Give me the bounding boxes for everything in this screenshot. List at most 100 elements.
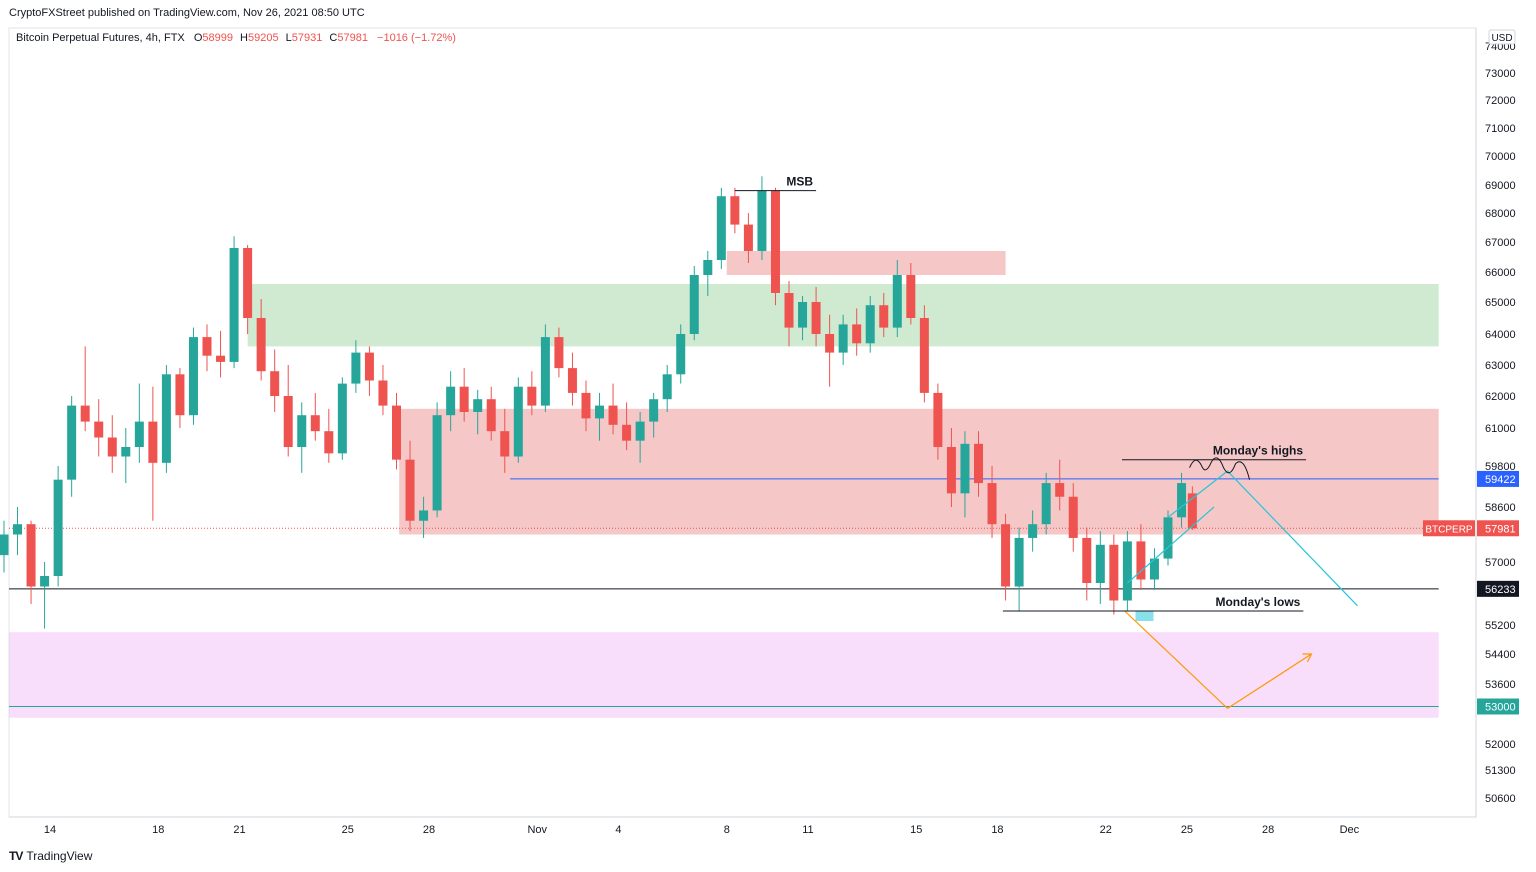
price-tick-label: 71000: [1485, 123, 1516, 135]
candle: [26, 520, 36, 604]
annotation-label: MSB: [786, 175, 813, 189]
candle-body: [202, 337, 212, 356]
plot-area[interactable]: [8, 27, 1477, 818]
levels-layer: [9, 478, 1439, 707]
candle: [1095, 531, 1105, 604]
candle-body: [256, 318, 266, 372]
annotation[interactable]: Monday's highs: [1121, 444, 1307, 461]
price-badge: [1477, 698, 1519, 715]
candle: [1001, 513, 1011, 601]
candle-body: [960, 443, 970, 494]
candle-body: [1149, 558, 1159, 580]
candle: [1187, 486, 1197, 530]
candle: [798, 296, 808, 341]
candle: [229, 236, 239, 369]
candle-body: [987, 483, 997, 525]
candle-body: [798, 302, 808, 328]
candle-body: [757, 190, 767, 251]
candle: [825, 314, 835, 387]
candle-body: [892, 275, 902, 328]
candle-body: [567, 368, 577, 393]
candle-body: [364, 352, 374, 381]
time-tick-label: 21: [233, 824, 245, 836]
low-value: 57931: [292, 32, 323, 44]
time-tick-label: Nov: [527, 824, 547, 836]
candle: [743, 213, 753, 263]
supply-zone[interactable]: [399, 408, 1439, 535]
candle: [446, 371, 456, 432]
candle-body: [351, 352, 361, 384]
time-tick-label: 14: [44, 824, 56, 836]
price-tick-label: 66000: [1485, 267, 1516, 279]
price-tick-label: 65000: [1485, 297, 1516, 309]
candle-body: [270, 371, 280, 396]
candle: [1163, 510, 1173, 566]
candle: [635, 412, 645, 463]
time-tick-label: 28: [423, 824, 435, 836]
candle: [987, 466, 997, 538]
squiggle-annotation: [1189, 457, 1251, 480]
candle: [53, 466, 63, 587]
candle: [161, 365, 171, 473]
price-tick-label: 57000: [1485, 557, 1516, 569]
candle-body: [148, 421, 158, 463]
candle-body: [419, 510, 429, 521]
projection-orange[interactable]: [1124, 610, 1312, 710]
candle: [378, 365, 388, 416]
candle: [1149, 548, 1159, 590]
time-axis[interactable]: 14 18 21 25 28 Nov 4 8 11 15 18 22 25 28 Dec: [44, 824, 1360, 836]
price-tick-label: 53600: [1485, 679, 1516, 691]
price-badge: [1477, 580, 1519, 597]
candle-body: [1055, 483, 1065, 497]
price-tick-label: 50600: [1485, 793, 1516, 805]
candle: [676, 324, 686, 384]
candle-body: [297, 415, 307, 447]
footer-brand[interactable]: TV TradingView: [9, 849, 92, 863]
price-tick-label: 59800: [1485, 461, 1516, 473]
candle: [270, 349, 280, 412]
candles-layer: [0, 176, 1197, 629]
candle: [148, 386, 158, 521]
annotation[interactable]: Monday's lows: [1002, 595, 1304, 612]
candle-body: [1028, 524, 1038, 538]
candle-body: [1177, 483, 1187, 518]
candle: [1055, 459, 1065, 511]
candle: [419, 496, 429, 538]
drawings-layer: MSB Monday's highs Monday's lows: [734, 175, 1358, 710]
support-zone[interactable]: [9, 632, 1439, 718]
candle: [13, 507, 23, 556]
price-axis[interactable]: 7400073000720007100070000690006800067000…: [1423, 41, 1519, 805]
candle-body: [378, 380, 388, 406]
candle-body: [540, 337, 550, 406]
candle: [879, 293, 889, 338]
projection-up-down[interactable]: [1167, 470, 1358, 607]
price-tick-label: 54400: [1485, 649, 1516, 661]
candle-body: [689, 275, 699, 334]
candle-body: [337, 383, 347, 454]
supply-zone-top[interactable]: [726, 251, 1006, 275]
candle-body: [94, 421, 104, 438]
candle: [216, 330, 226, 378]
candle: [67, 396, 77, 497]
candle: [459, 368, 469, 422]
candle: [1122, 531, 1132, 611]
candle: [892, 260, 902, 338]
candle: [134, 383, 144, 463]
price-tick-label: 58600: [1485, 502, 1516, 514]
candle: [649, 392, 659, 438]
price-badge-label: 59422: [1485, 474, 1516, 486]
price-tick-label: 51300: [1485, 765, 1516, 777]
projection-rising[interactable]: [1127, 506, 1215, 584]
time-tick-label: 22: [1100, 824, 1112, 836]
candle: [770, 187, 780, 306]
candle: [405, 440, 415, 532]
candle-body: [324, 431, 334, 454]
candle: [1109, 534, 1119, 615]
candle-body: [649, 399, 659, 422]
price-tick-label: 63000: [1485, 360, 1516, 372]
currency-badge[interactable]: [1488, 29, 1516, 45]
candle-body: [676, 334, 686, 375]
annotation[interactable]: MSB: [734, 175, 817, 192]
time-tick-label: Dec: [1340, 824, 1360, 836]
